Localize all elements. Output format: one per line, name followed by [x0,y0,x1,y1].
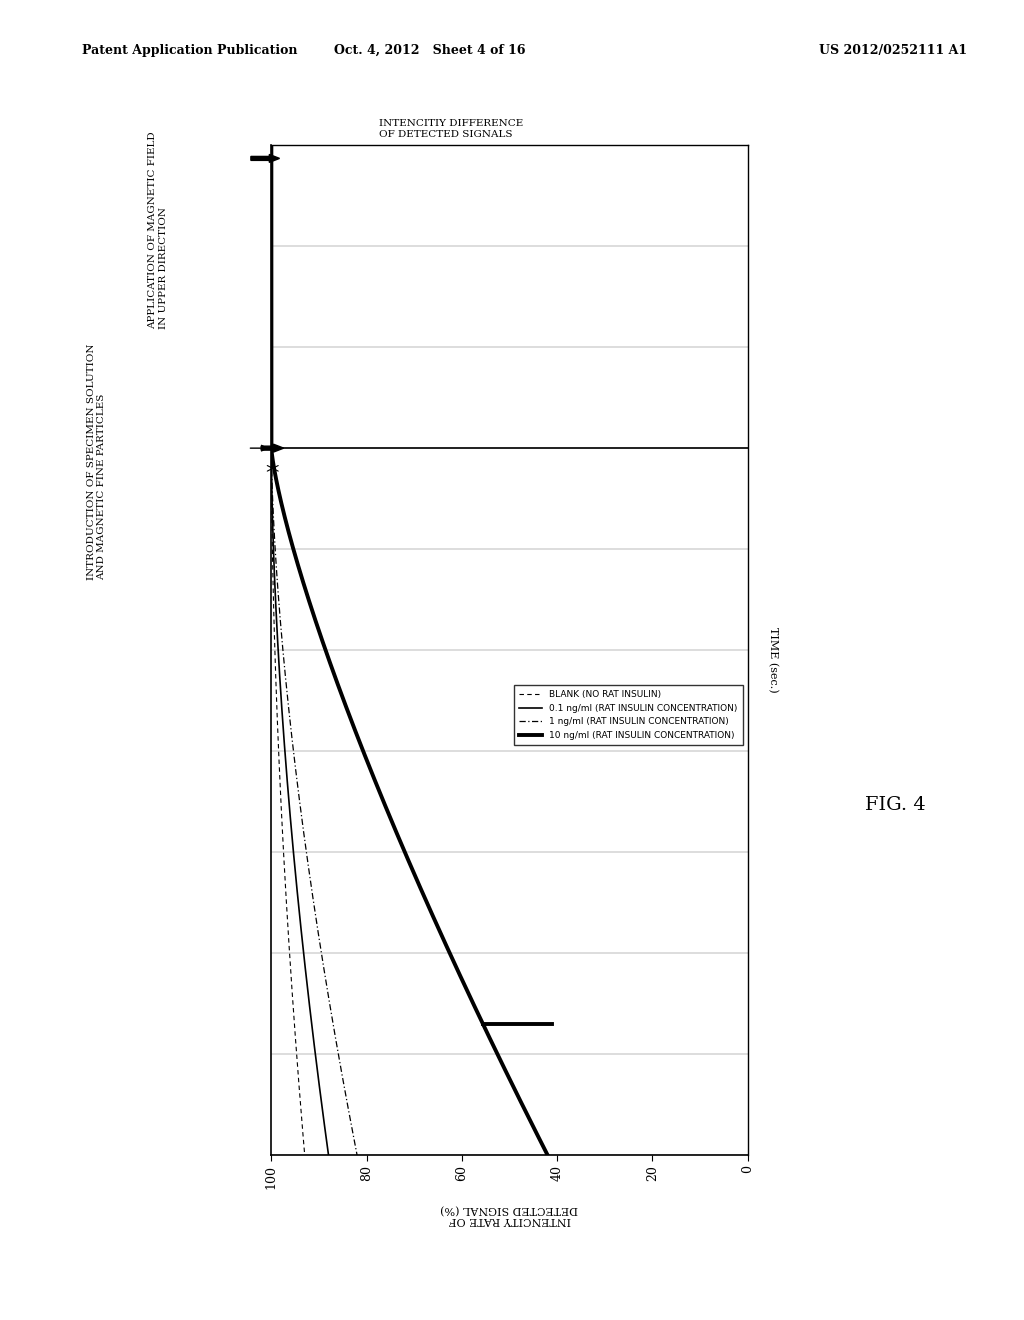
Text: INTENCITIY DIFFERENCE
OF DETECTED SIGNALS: INTENCITIY DIFFERENCE OF DETECTED SIGNAL… [379,119,523,139]
X-axis label: INTENCITY RATE OF
DETECTED SIGNAL (%): INTENCITY RATE OF DETECTED SIGNAL (%) [440,1204,579,1225]
Text: US 2012/0252111 A1: US 2012/0252111 A1 [819,44,968,57]
Text: TIME (sec.): TIME (sec.) [768,627,778,693]
Legend: BLANK (NO RAT INSULIN), 0.1 ng/ml (RAT INSULIN CONCENTRATION), 1 ng/ml (RAT INSU: BLANK (NO RAT INSULIN), 0.1 ng/ml (RAT I… [514,685,743,746]
Text: APPLICATION OF MAGNETIC FIELD
IN UPPER DIRECTION: APPLICATION OF MAGNETIC FIELD IN UPPER D… [148,132,168,329]
Text: Oct. 4, 2012   Sheet 4 of 16: Oct. 4, 2012 Sheet 4 of 16 [334,44,526,57]
Text: INTRODUCTION OF SPECIMEN SOLUTION
AND MAGNETIC FINE PARTICLES: INTRODUCTION OF SPECIMEN SOLUTION AND MA… [87,343,106,579]
Text: FIG. 4: FIG. 4 [865,796,926,814]
Text: Patent Application Publication: Patent Application Publication [82,44,297,57]
